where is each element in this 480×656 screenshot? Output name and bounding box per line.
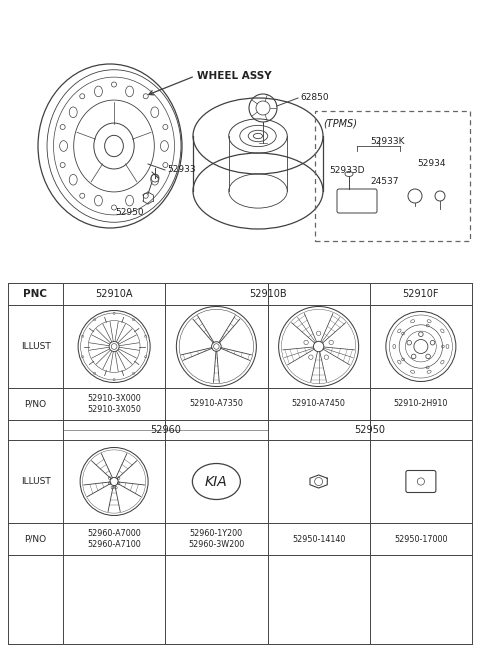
Text: 52910F: 52910F xyxy=(403,289,439,299)
Text: (TPMS): (TPMS) xyxy=(323,119,357,129)
Text: 52910-A7450: 52910-A7450 xyxy=(292,400,346,409)
Text: PNC: PNC xyxy=(24,289,48,299)
Text: 52950: 52950 xyxy=(354,425,385,435)
Bar xyxy=(0,0,480,270)
Text: WHEEL ASSY: WHEEL ASSY xyxy=(197,71,272,81)
Text: 52960: 52960 xyxy=(150,425,180,435)
Text: 52950: 52950 xyxy=(116,208,144,217)
Text: 52933: 52933 xyxy=(167,165,196,174)
Text: 24537: 24537 xyxy=(370,177,398,186)
Text: 52950-17000: 52950-17000 xyxy=(394,535,448,544)
Text: 52910-A7350: 52910-A7350 xyxy=(190,400,243,409)
Text: 52933D: 52933D xyxy=(329,166,364,175)
Text: 52910B: 52910B xyxy=(249,289,286,299)
Text: 52910-3X000
52910-3X050: 52910-3X000 52910-3X050 xyxy=(87,394,141,415)
Text: 52960-A7000
52960-A7100: 52960-A7000 52960-A7100 xyxy=(87,529,141,550)
Text: 52910-2H910: 52910-2H910 xyxy=(394,400,448,409)
Text: 52910A: 52910A xyxy=(96,289,133,299)
Text: 52933K: 52933K xyxy=(370,137,405,146)
Text: P/NO: P/NO xyxy=(24,400,47,409)
Text: 62850: 62850 xyxy=(300,94,329,102)
Text: P/NO: P/NO xyxy=(24,535,47,544)
Text: 52934: 52934 xyxy=(417,159,445,168)
Text: 52960-1Y200
52960-3W200: 52960-1Y200 52960-3W200 xyxy=(188,529,244,550)
Text: KIA: KIA xyxy=(205,474,228,489)
Text: ILLUST: ILLUST xyxy=(21,477,50,486)
Text: 52950-14140: 52950-14140 xyxy=(292,535,345,544)
Text: ILLUST: ILLUST xyxy=(21,342,50,351)
